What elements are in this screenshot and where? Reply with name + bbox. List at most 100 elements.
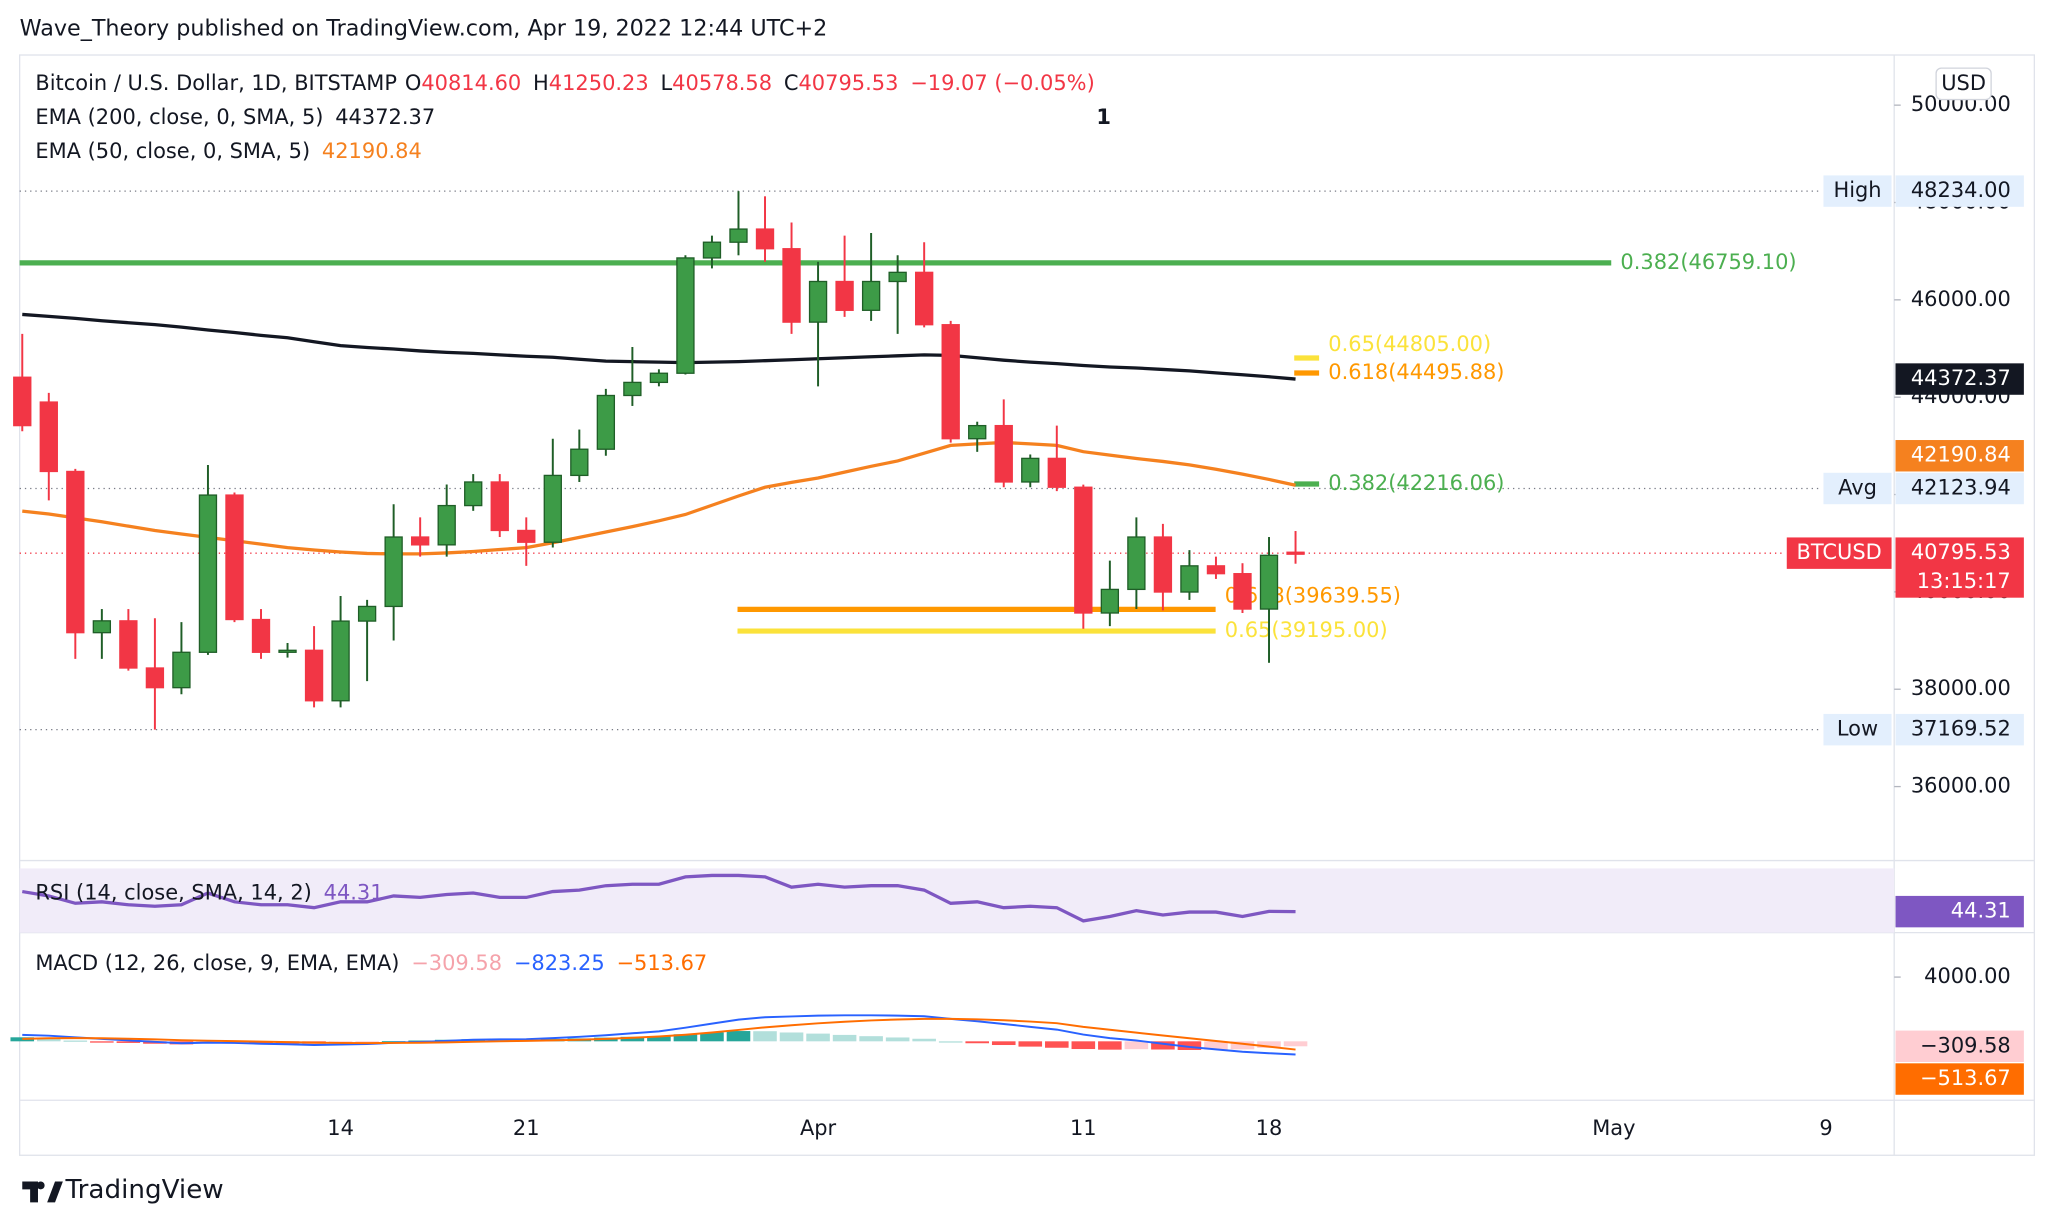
legend-key: O [405,71,421,95]
last-price-label-bg [1786,537,1892,569]
rsi-value: 44.31 [324,880,384,904]
currency-box [1935,67,1992,101]
price-line-value: 37169.52 [1911,717,2011,741]
histogram-bar [1124,1041,1149,1050]
macd-title: MACD (12, 26, close, 9, EMA, EMA) [35,951,399,975]
candle-body [702,241,722,259]
candle-body [251,618,271,653]
last-price-tag-bg [1895,537,2024,598]
fib-label: 0.65(44805.00) [1328,332,1491,356]
candle-body [198,494,218,653]
legend-value: 40578.58 [672,71,772,95]
candle-body [13,376,32,427]
candle-body [304,649,324,702]
candle-body [225,494,244,621]
x-tick-label: May [1592,1116,1635,1140]
histogram-bar [779,1032,804,1042]
candle-body [543,474,562,543]
macd-legend: MACD (12, 26, close, 9, EMA, EMA) −309.58… [35,951,707,975]
candle-body [145,667,165,689]
histogram-bar [1177,1041,1202,1050]
legend-change: −19.07 (−0.05%) [910,71,1095,95]
candle-body [1127,536,1146,591]
candle-body [729,228,748,243]
candle-body [782,248,801,323]
legend-symbol: Bitcoin / U.S. Dollar, 1D, BITSTAMP O4081… [35,71,1094,95]
candle-body [888,271,907,283]
candle-body [596,394,616,450]
macd-value: −823.25 [514,951,605,975]
histogram-bar [63,1040,88,1042]
ema-tag-bg [1895,363,2024,395]
candle-body [941,324,960,440]
ema-line [22,312,1296,381]
legend-key: L [661,71,673,95]
x-tick-label: 21 [513,1116,540,1140]
histogram-bar [912,1038,936,1042]
candle-body [437,504,456,546]
macd-line [22,1017,1296,1051]
candle-body [1180,565,1199,593]
legend-key: H [533,71,549,95]
rsi-line [22,873,1296,923]
y-tick-label: 46000.00 [1911,287,2011,311]
histogram-bar [1230,1041,1255,1050]
price-line-value: 48234.00 [1911,178,2011,202]
histogram-bar [753,1031,777,1042]
price-line-value: 42123.94 [1911,476,2011,500]
x-tick-label: 9 [1819,1116,1832,1140]
candle-body [676,257,695,374]
candle-body [1259,554,1279,610]
candle-body [861,280,881,311]
indicator-name: EMA (50, close, 0, SMA, 5) [35,139,310,163]
candle-body [1021,457,1040,483]
histogram-bar [10,1037,35,1042]
candle-body [914,271,934,326]
histogram-bar [1018,1041,1043,1047]
candle-body [172,651,191,689]
histogram-bar [832,1034,857,1042]
last-price-label: BTCUSD [1797,540,1882,564]
legend-title: Bitcoin / U.S. Dollar, 1D, BITSTAMP [35,71,397,95]
candle-body [490,481,509,532]
candle-body [623,381,642,397]
chart-frame [18,54,2036,1156]
candle-body [39,401,58,473]
currency: USD [1941,71,1986,95]
y-tick-label: 4000.00 [1924,964,2011,988]
rsi-tag: 44.31 [1951,899,2011,923]
fib-label: 0.382(42216.06) [1328,471,1504,495]
candle-body [331,620,350,702]
legend-indicator: EMA (50, close, 0, SMA, 5) 42190.84 [35,139,421,163]
indicator-value: 42190.84 [322,139,422,163]
logo-icon [22,1181,63,1203]
rsi-background [19,868,1895,933]
histogram-bar [90,1041,114,1043]
macd-line [22,1014,1296,1056]
histogram-bar [1204,1041,1228,1050]
candle-body [1100,588,1120,614]
price-line-label: Avg [1838,476,1877,500]
candle-body [1074,486,1093,614]
legend-indicator: EMA (200, close, 0, SMA, 5) 44372.37 [35,105,435,129]
candle-body [968,424,987,440]
candle-body [994,424,1013,483]
candle-body [808,280,828,323]
candle-body [384,536,403,608]
macd-signal-tag: −513.67 [1920,1066,2011,1090]
histogram-bar [620,1036,645,1042]
y-tick-label: 36000.00 [1911,774,2011,798]
price-line-value-bg [1895,472,2024,505]
macd-value: −513.67 [616,951,707,975]
macd-hist-tag-bg [1895,1030,2024,1063]
rsi-title: RSI (14, close, SMA, 14, 2) [35,880,311,904]
y-tick-label: 38000.00 [1911,676,2011,700]
x-tick-label: 11 [1070,1116,1097,1140]
candle-body [119,620,138,669]
histogram-bar [647,1036,671,1042]
rsi-legend: RSI (14, close, SMA, 14, 2) 44.31 [35,880,383,904]
candle-body [66,470,85,634]
candle-body [649,372,669,384]
histogram-bar [1257,1041,1281,1048]
